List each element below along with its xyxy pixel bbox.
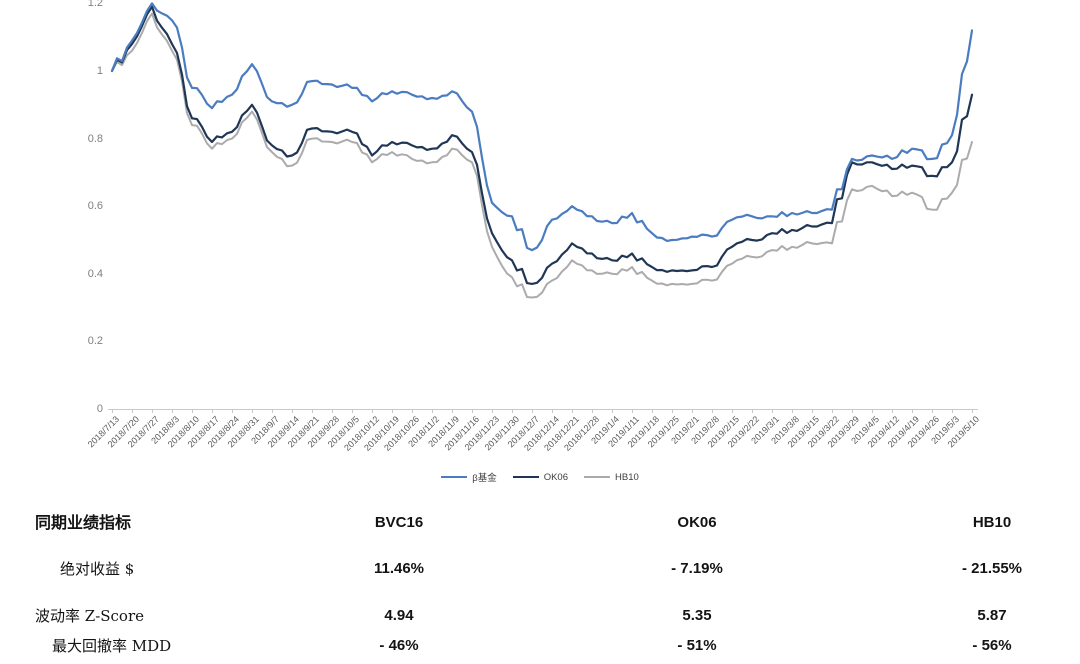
x-axis-tick [572,409,573,413]
x-axis-tick [872,409,873,413]
x-axis-line [108,409,978,410]
x-axis-tick [312,409,313,413]
y-axis-tick-label: 0 [96,403,103,415]
x-axis-tick [132,409,133,413]
table-cell-value: 11.46% [373,560,425,577]
x-axis-tick [172,409,173,413]
x-axis-tick [552,409,553,413]
x-axis-tick [752,409,753,413]
legend-label: OK06 [543,471,568,483]
table-cell-value: - 7.19% [671,560,723,577]
table-row-label: 最大回撤率 MDD [52,637,172,655]
table-cell-value: - 21.55% [961,560,1023,577]
y-axis-tick-label: 0.4 [87,267,103,280]
table-cell-value: - 56% [972,637,1012,654]
table-column-header: HB10 [972,514,1012,531]
table-cell-value: - 51% [677,637,717,654]
x-axis-tick [392,409,393,413]
x-axis-tick [912,409,913,413]
x-axis-tick [272,409,273,413]
x-axis-tick [952,409,953,413]
legend-item-OK06: OK06 [512,471,568,483]
x-axis-tick [892,409,893,413]
legend-line-swatch [512,476,539,478]
table-row: 波动率 Z-Score 4.94 5.35 5.87 [0,598,1080,634]
x-axis-tick [112,409,113,413]
table-cell-value: 4.94 [384,607,414,624]
x-axis-tick [192,409,193,413]
x-axis-tick [932,409,933,413]
legend-label: β基金 [472,473,497,484]
y-axis-tick-label: 0.6 [87,200,103,213]
table-row: 最大回撤率 MDD - 46% - 51% - 56% [0,628,1080,664]
x-axis-tick [852,409,853,413]
legend-item-β基金: β基金 [441,470,497,484]
x-axis-tick [152,409,153,413]
table-row-label: 绝对收益 $ [60,560,135,578]
legend-line-swatch [441,476,468,478]
x-axis-tick [532,409,533,413]
series-line-β基金 [110,2,974,252]
series-line-HB10 [111,12,973,299]
table-row-label: 波动率 Z-Score [35,607,145,625]
table-cell-value: 5.35 [682,607,712,624]
x-axis-tick [612,409,613,413]
x-axis-tick [492,409,493,413]
x-axis-tick [252,409,253,413]
x-axis-tick [452,409,453,413]
x-axis-tick [732,409,733,413]
x-axis-tick [372,409,373,413]
legend-line-swatch [584,476,610,478]
table-cell-value: 5.87 [977,607,1007,624]
table-column-header: OK06 [677,514,717,531]
x-axis-tick [412,409,413,413]
x-axis-tick [812,409,813,413]
x-axis-tick [832,409,833,413]
table-header-row: 同期业绩指标 BVC16 OK06 HB10 [0,505,1080,541]
line-chart: 0 0.2 0.4 0.6 0.8 1 1.2 2018/7/13 2018/7/20 2018… [86,0,981,453]
x-axis-tick [212,409,213,413]
x-axis-tick [672,409,673,413]
x-axis-tick [292,409,293,413]
chart-legend: β基金 OK06 HB10 [0,470,1080,484]
chart-series-svg [110,2,974,299]
legend-item-HB10: HB10 [584,472,639,483]
x-axis-tick [352,409,353,413]
table-column-header: BVC16 [374,514,424,531]
table-cell-value: - 46% [379,637,419,654]
y-axis-tick-label: 1.2 [87,0,103,10]
series-line-OK06 [110,5,974,285]
x-axis-tick [432,409,433,413]
x-axis-tick [692,409,693,413]
x-axis-tick [472,409,473,413]
legend-label: HB10 [615,471,639,483]
x-axis-tick [592,409,593,413]
x-axis-tick [232,409,233,413]
table-row: 绝对收益 $ 11.46% - 7.19% - 21.55% [0,551,1080,587]
y-axis-tick-label: 0.8 [87,132,103,145]
x-axis-tick [512,409,513,413]
x-axis-tick [772,409,773,413]
x-axis-tick [332,409,333,413]
y-axis-tick-label: 1 [96,65,103,77]
table-header-label: 同期业绩指标 [35,513,132,532]
x-axis-tick [972,409,973,413]
x-axis-tick [632,409,633,413]
x-axis-tick [712,409,713,413]
x-axis-tick [792,409,793,413]
y-axis-tick-label: 0.2 [87,335,103,348]
x-axis-tick [652,409,653,413]
